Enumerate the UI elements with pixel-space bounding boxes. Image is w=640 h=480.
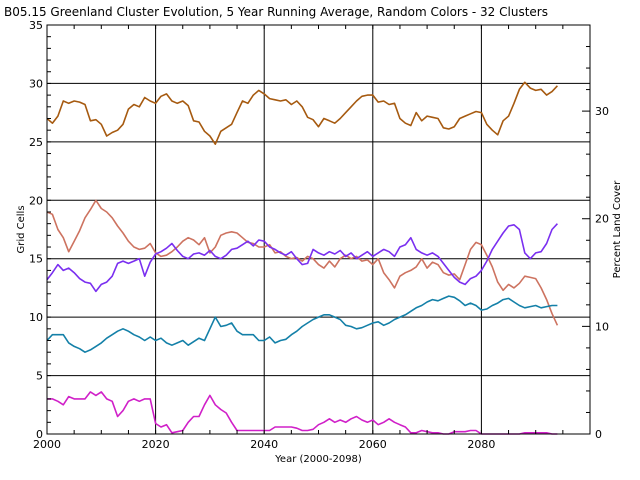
- x-tick-label: 2000: [33, 438, 61, 451]
- series-line-1: [46, 81, 558, 145]
- x-tick-label: 2040: [250, 438, 278, 451]
- y-tick-label: 5: [36, 370, 43, 383]
- series-line-3: [46, 223, 558, 293]
- series-line-2: [46, 199, 559, 326]
- y2-tick-label: 30: [595, 105, 609, 118]
- y-tick-label: 20: [29, 194, 43, 207]
- y-tick-label: 30: [29, 77, 43, 90]
- x-tick-label: 2020: [142, 438, 170, 451]
- series-lines: [46, 81, 559, 435]
- y2-tick-label: 10: [595, 320, 609, 333]
- y2-axis-label: Percent Land Cover: [612, 180, 623, 279]
- chart-title: B05.15 Greenland Cluster Evolution, 5 Ye…: [4, 5, 548, 19]
- y-axis-label: Grid Cells: [16, 205, 27, 253]
- y2-tick-label: 0: [595, 428, 602, 441]
- x-tick-label: 2080: [467, 438, 495, 451]
- plot-frame: [46, 24, 591, 435]
- x-tick-label: 2060: [359, 438, 387, 451]
- y2-tick-label: 20: [595, 213, 609, 226]
- series-line-4: [46, 295, 558, 354]
- x-axis-label: Year (2000-2098): [274, 454, 362, 465]
- axis-ticks: 2000 2020 2040 2060 2080 0 5 10 15 20 25 30 35 0 10 20 3…: [29, 19, 609, 451]
- series-line-5: [47, 391, 558, 435]
- y-tick-label: 15: [29, 253, 43, 266]
- y-tick-label: 35: [29, 19, 43, 32]
- y-tick-label: 10: [29, 311, 43, 324]
- grid-lines: [47, 24, 590, 434]
- y-tick-label: 25: [29, 136, 43, 149]
- y-tick-label: 0: [36, 428, 43, 441]
